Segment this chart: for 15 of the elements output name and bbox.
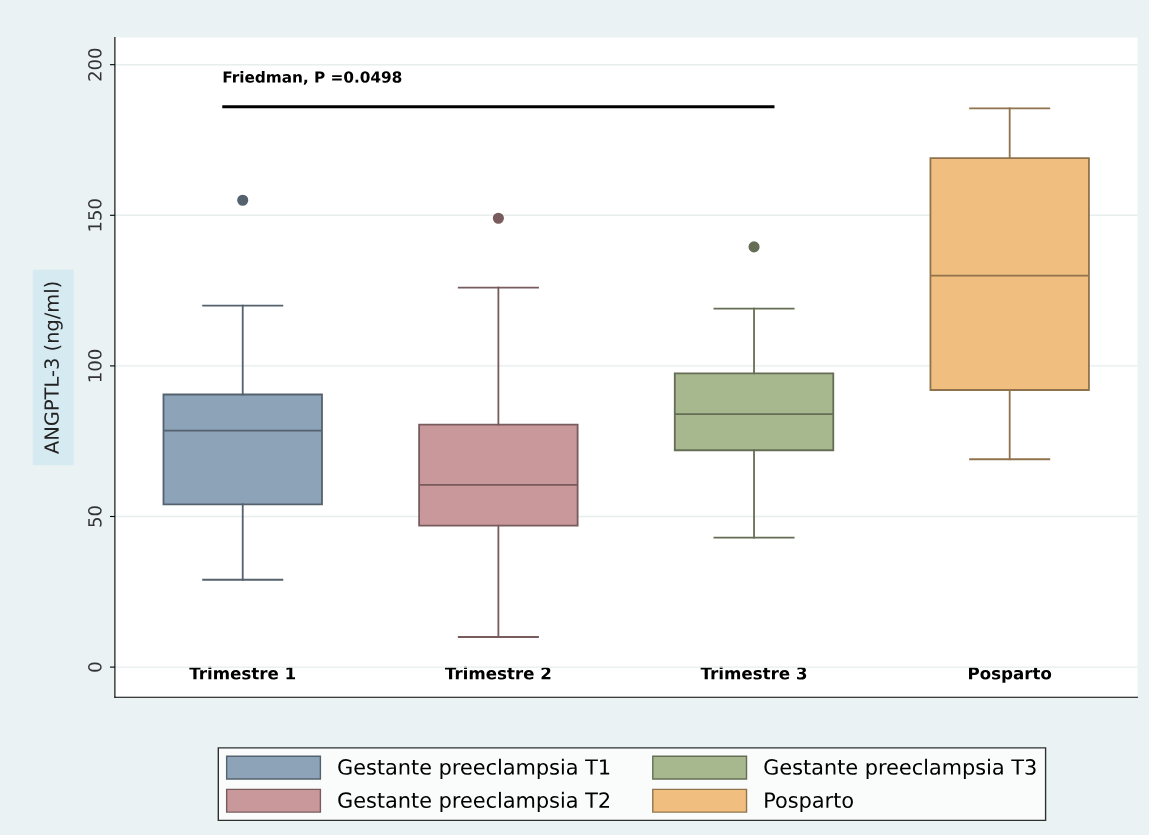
legend-label: Posparto <box>765 792 853 813</box>
y-tick-label: 150 <box>88 199 102 231</box>
legend-label: Gestante preeclampsia T2 <box>338 791 610 813</box>
x-tick-label: Trimestre 2 <box>444 666 551 680</box>
y-tick-label: 50 <box>88 506 102 527</box>
y-tick-label: 0 <box>88 662 102 672</box>
annotation: Friedman, P =0.0498 <box>223 70 402 85</box>
x-tick-label: Posparto <box>969 667 1052 683</box>
y-tick-label: 200 <box>88 48 102 81</box>
x-tick-label: Trimestre 1 <box>189 666 296 680</box>
legend-label: Gestante preeclampsia T1 <box>338 758 610 779</box>
y-axis-title: ANGPTL-3 (ng/ml) <box>43 282 63 454</box>
legend-label: Gestante preeclampsia T3 <box>764 758 1036 779</box>
x-tick-label: Trimestre 3 <box>700 666 807 680</box>
y-tick-label: 100 <box>88 349 102 382</box>
